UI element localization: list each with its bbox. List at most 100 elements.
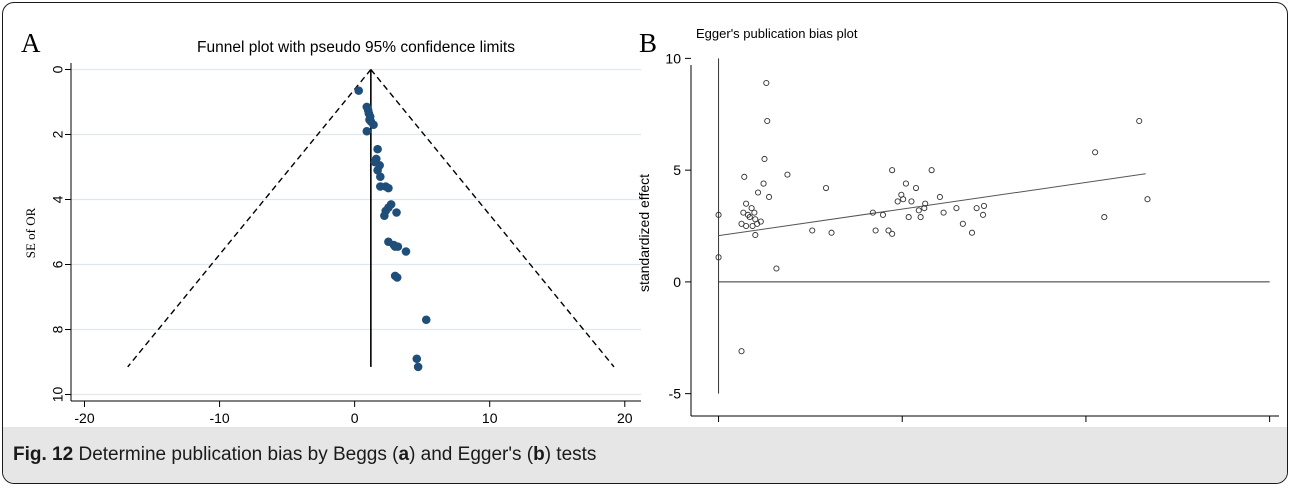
- panel-a-title: Funnel plot with pseudo 95% confidence l…: [197, 39, 515, 56]
- panel-b-data-point: [764, 117, 771, 125]
- caption-figure-number: Fig. 12: [13, 444, 74, 465]
- panel-b-data-point: [743, 222, 750, 230]
- panel-b-regression-line: [718, 173, 1146, 237]
- panel-b-data-point: [746, 214, 753, 221]
- panel-b-data-point: [959, 220, 966, 227]
- panel-a-lower-confidence-limit: [127, 69, 372, 368]
- panel-a-y-tick-label: 10: [50, 387, 66, 403]
- panel-b-data-point: [741, 173, 748, 180]
- panel-b-data-point: [748, 205, 755, 212]
- panel-a-y-tick-label: 2: [50, 130, 66, 138]
- panel-a-data-point: [376, 172, 385, 182]
- panel-b-data-point: [905, 214, 912, 221]
- panel-b-data-point: [784, 171, 791, 178]
- panel-b-data-point: [894, 198, 901, 205]
- panel-a-data-point: [392, 208, 401, 217]
- panel-a-data-point: [373, 165, 382, 175]
- panel-b-data-point: [902, 180, 909, 187]
- panel-b-data-point: [1101, 214, 1108, 221]
- caption-text-2: ) and Egger's (: [409, 444, 534, 465]
- panel-a-data-point: [373, 144, 382, 154]
- panel-b-data-point: [953, 205, 960, 212]
- panel-b-data-point: [912, 184, 920, 192]
- panel-b-data-point: [1144, 196, 1151, 203]
- panel-a-x-tick-label: -10: [209, 410, 229, 426]
- panel-a-upper-confidence-limit: [370, 69, 615, 368]
- panel-b-data-point: [885, 227, 892, 234]
- panel-b-data-point: [980, 202, 988, 209]
- panel-b-data-point: [766, 193, 773, 201]
- panel-b-data-point: [968, 229, 976, 236]
- panel-a-y-tick-label: 8: [50, 325, 66, 333]
- panel-a-letter: A: [21, 28, 41, 58]
- panel-b-data-point: [754, 189, 762, 196]
- panel-a: -20 -10 0 10 20 0 2 4 6 8 10 Funnel plot with pseud…: [21, 28, 641, 443]
- panel-a-data-point: [354, 86, 364, 95]
- panel-b-data-point: [908, 198, 915, 205]
- panel-a-data-point: [384, 183, 393, 193]
- panel-b-data-point: [879, 211, 887, 218]
- panel-b-data-point: [940, 209, 947, 216]
- panel-b-y-tick-label: 10: [665, 50, 681, 66]
- panel-a-data-point: [380, 211, 389, 221]
- panel-a-data-point: [412, 354, 422, 364]
- panel-b-title: Egger's publication bias plot: [696, 26, 858, 41]
- panel-a-y-tick-label: 4: [50, 195, 66, 203]
- panel-a-y-tick-label: 0: [50, 65, 66, 73]
- panel-b-data-point: [751, 209, 758, 216]
- panel-b-data-point: [760, 180, 767, 187]
- panel-b-data-point: [752, 231, 759, 239]
- panel-b-y-tick-label: 0: [673, 274, 681, 290]
- panel-b-data-point: [715, 211, 722, 218]
- panel-a-x-tick-label: 0: [351, 410, 359, 426]
- caption-bar: Fig. 12 Determine publication bias by Be…: [3, 427, 1287, 483]
- panel-b-data-point: [761, 155, 768, 163]
- panel-a-x-tick-label: 10: [482, 410, 498, 426]
- caption-text-1: Determine publication bias by Beggs (: [73, 444, 399, 465]
- panel-a-data-point: [421, 315, 431, 325]
- panel-b-data-point: [889, 230, 896, 237]
- panel-b-y-tick-label: -5: [669, 386, 682, 402]
- caption-text-3: ) tests: [544, 444, 597, 465]
- panel-a-x-tick-label: 20: [617, 410, 633, 426]
- panel-b-data-point: [1092, 149, 1099, 156]
- panel-b-data-point: [917, 214, 924, 221]
- panel-b-data-point: [822, 184, 830, 192]
- panel-b-data-point: [872, 227, 879, 234]
- panel-b-data-point: [936, 193, 943, 201]
- panel-b-data-point: [1136, 117, 1143, 125]
- caption-panel-a: a: [398, 444, 410, 465]
- panel-a-data-point: [369, 120, 378, 130]
- panel-b-data-point: [809, 227, 816, 234]
- panel-b-y-label: standardized effect: [636, 174, 652, 292]
- caption-panel-b: b: [533, 444, 545, 465]
- panel-b-data-point: [900, 196, 907, 203]
- panel-b-letter: B: [639, 28, 657, 58]
- figure-charts: -20 -10 0 10 20 0 2 4 6 8 10 Funnel plot with pseud…: [21, 26, 1279, 443]
- panel-b-data-point: [715, 254, 722, 261]
- panel-b-data-point: [743, 200, 750, 207]
- panel-b-data-point: [915, 207, 922, 214]
- panel-b-data-point: [922, 200, 929, 207]
- panel-a-data-point: [392, 273, 402, 282]
- panel-b-data-point: [869, 209, 876, 216]
- panel-a-data-point: [401, 247, 411, 256]
- panel-a-y-label: SE of OR: [23, 207, 38, 258]
- panel-b-data-point: [763, 79, 770, 87]
- panel-a-x-tick-label: -20: [74, 410, 94, 426]
- panel-b-data-point: [921, 205, 928, 212]
- panel-a-data-point: [413, 362, 423, 372]
- panel-b-data-point: [757, 218, 764, 225]
- panel-a-data-point: [362, 126, 372, 136]
- panel-b-data-point: [928, 167, 935, 174]
- panel-b-data-point: [889, 167, 896, 174]
- panel-b-data-point: [980, 211, 987, 218]
- panel-b-data-point: [828, 229, 835, 236]
- panel-b-data-point: [738, 348, 745, 355]
- panel-b-data-point: [973, 205, 980, 212]
- panel-a-y-tick-label: 6: [50, 260, 66, 268]
- figure-caption: Fig. 12 Determine publication bias by Be…: [13, 444, 596, 466]
- panel-a-data-point: [393, 242, 403, 251]
